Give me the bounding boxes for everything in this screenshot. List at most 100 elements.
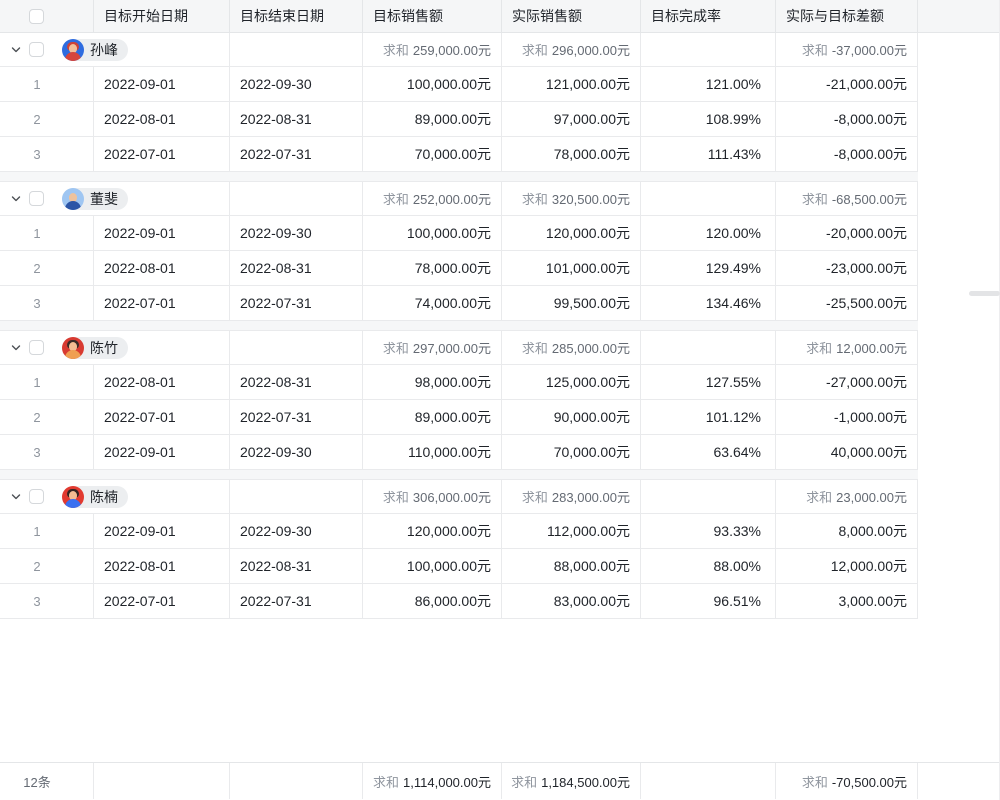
chevron-down-icon[interactable] (9, 43, 22, 56)
row-index-cell[interactable]: 3 (0, 435, 94, 469)
cell-target-sales[interactable]: 120,000.00元 (363, 514, 502, 548)
footer-sum-diff[interactable]: 求和 -70,500.00元 (776, 763, 918, 799)
group-select-checkbox[interactable] (29, 489, 44, 504)
cell-completion-rate[interactable]: 129.49% (641, 251, 776, 285)
cell-end-date[interactable]: 2022-08-31 (230, 549, 363, 583)
cell-start-date[interactable]: 2022-07-01 (94, 400, 230, 434)
cell-completion-rate[interactable]: 127.55% (641, 365, 776, 399)
column-header-start-date[interactable]: 目标开始日期 (94, 0, 230, 32)
cell-start-date[interactable]: 2022-09-01 (94, 435, 230, 469)
cell-start-date[interactable]: 2022-07-01 (94, 137, 230, 171)
table-row[interactable]: 3 2022-09-01 2022-09-30 110,000.00元 70,0… (0, 435, 918, 470)
cell-completion-rate[interactable]: 120.00% (641, 216, 776, 250)
group-select-checkbox[interactable] (29, 340, 44, 355)
cell-end-date[interactable]: 2022-08-31 (230, 365, 363, 399)
cell-target-sales[interactable]: 89,000.00元 (363, 400, 502, 434)
cell-target-sales[interactable]: 98,000.00元 (363, 365, 502, 399)
column-header-actual-sales[interactable]: 实际销售额 (502, 0, 641, 32)
row-index-cell[interactable]: 3 (0, 584, 94, 618)
cell-diff[interactable]: -8,000.00元 (776, 102, 918, 136)
cell-actual-sales[interactable]: 97,000.00元 (502, 102, 641, 136)
cell-completion-rate[interactable]: 111.43% (641, 137, 776, 171)
table-row[interactable]: 3 2022-07-01 2022-07-31 74,000.00元 99,50… (0, 286, 918, 321)
cell-actual-sales[interactable]: 125,000.00元 (502, 365, 641, 399)
table-row[interactable]: 3 2022-07-01 2022-07-31 86,000.00元 83,00… (0, 584, 918, 619)
cell-end-date[interactable]: 2022-09-30 (230, 67, 363, 101)
cell-target-sales[interactable]: 89,000.00元 (363, 102, 502, 136)
cell-target-sales[interactable]: 86,000.00元 (363, 584, 502, 618)
cell-start-date[interactable]: 2022-07-01 (94, 584, 230, 618)
footer-empty-cell[interactable] (230, 763, 363, 799)
cell-completion-rate[interactable]: 63.64% (641, 435, 776, 469)
table-row[interactable]: 2 2022-08-01 2022-08-31 89,000.00元 97,00… (0, 102, 918, 137)
column-header-end-date[interactable]: 目标结束日期 (230, 0, 363, 32)
cell-actual-sales[interactable]: 99,500.00元 (502, 286, 641, 320)
cell-target-sales[interactable]: 100,000.00元 (363, 216, 502, 250)
column-header-diff[interactable]: 实际与目标差额 (776, 0, 918, 32)
group-header-row[interactable]: 董斐 求和 252,000.00元 求和 320,500.00元 求和 -68,500… (0, 182, 918, 216)
cell-actual-sales[interactable]: 121,000.00元 (502, 67, 641, 101)
cell-start-date[interactable]: 2022-08-01 (94, 365, 230, 399)
cell-end-date[interactable]: 2022-08-31 (230, 102, 363, 136)
cell-start-date[interactable]: 2022-08-01 (94, 549, 230, 583)
row-index-cell[interactable]: 1 (0, 365, 94, 399)
cell-diff[interactable]: -1,000.00元 (776, 400, 918, 434)
cell-actual-sales[interactable]: 70,000.00元 (502, 435, 641, 469)
cell-diff[interactable]: -20,000.00元 (776, 216, 918, 250)
cell-actual-sales[interactable]: 112,000.00元 (502, 514, 641, 548)
cell-end-date[interactable]: 2022-09-30 (230, 435, 363, 469)
cell-actual-sales[interactable]: 90,000.00元 (502, 400, 641, 434)
cell-completion-rate[interactable]: 88.00% (641, 549, 776, 583)
group-select-checkbox[interactable] (29, 191, 44, 206)
row-index-cell[interactable]: 1 (0, 67, 94, 101)
row-index-cell[interactable]: 3 (0, 137, 94, 171)
cell-diff[interactable]: 12,000.00元 (776, 549, 918, 583)
cell-start-date[interactable]: 2022-09-01 (94, 514, 230, 548)
cell-completion-rate[interactable]: 96.51% (641, 584, 776, 618)
cell-completion-rate[interactable]: 101.12% (641, 400, 776, 434)
cell-end-date[interactable]: 2022-09-30 (230, 514, 363, 548)
cell-diff[interactable]: 8,000.00元 (776, 514, 918, 548)
cell-target-sales[interactable]: 70,000.00元 (363, 137, 502, 171)
cell-actual-sales[interactable]: 88,000.00元 (502, 549, 641, 583)
cell-target-sales[interactable]: 100,000.00元 (363, 549, 502, 583)
select-all-checkbox[interactable] (29, 8, 44, 24)
cell-target-sales[interactable]: 74,000.00元 (363, 286, 502, 320)
cell-actual-sales[interactable]: 101,000.00元 (502, 251, 641, 285)
row-index-cell[interactable]: 2 (0, 549, 94, 583)
cell-start-date[interactable]: 2022-07-01 (94, 286, 230, 320)
cell-target-sales[interactable]: 78,000.00元 (363, 251, 502, 285)
cell-start-date[interactable]: 2022-09-01 (94, 67, 230, 101)
row-index-cell[interactable]: 2 (0, 102, 94, 136)
chevron-down-icon[interactable] (9, 490, 22, 503)
table-row[interactable]: 2 2022-08-01 2022-08-31 78,000.00元 101,0… (0, 251, 918, 286)
cell-diff[interactable]: -21,000.00元 (776, 67, 918, 101)
footer-sum-target[interactable]: 求和 1,114,000.00元 (363, 763, 502, 799)
cell-end-date[interactable]: 2022-07-31 (230, 584, 363, 618)
footer-empty-cell[interactable] (94, 763, 230, 799)
cell-completion-rate[interactable]: 108.99% (641, 102, 776, 136)
cell-end-date[interactable]: 2022-09-30 (230, 216, 363, 250)
cell-start-date[interactable]: 2022-09-01 (94, 216, 230, 250)
table-row[interactable]: 1 2022-09-01 2022-09-30 120,000.00元 112,… (0, 514, 918, 549)
table-row[interactable]: 3 2022-07-01 2022-07-31 70,000.00元 78,00… (0, 137, 918, 172)
cell-actual-sales[interactable]: 83,000.00元 (502, 584, 641, 618)
cell-start-date[interactable]: 2022-08-01 (94, 102, 230, 136)
group-header-row[interactable]: 陈楠 求和 306,000.00元 求和 283,000.00元 求和 23,000.… (0, 480, 918, 514)
cell-completion-rate[interactable]: 134.46% (641, 286, 776, 320)
table-row[interactable]: 1 2022-08-01 2022-08-31 98,000.00元 125,0… (0, 365, 918, 400)
footer-empty-cell[interactable] (641, 763, 776, 799)
cell-actual-sales[interactable]: 78,000.00元 (502, 137, 641, 171)
row-index-cell[interactable]: 2 (0, 251, 94, 285)
cell-diff[interactable]: 3,000.00元 (776, 584, 918, 618)
table-row[interactable]: 2 2022-08-01 2022-08-31 100,000.00元 88,0… (0, 549, 918, 584)
chevron-down-icon[interactable] (9, 341, 22, 354)
cell-completion-rate[interactable]: 93.33% (641, 514, 776, 548)
scrollbar-thumb[interactable] (969, 291, 1000, 296)
group-header-row[interactable]: 孙峰 求和 259,000.00元 求和 296,000.00元 求和 -37,000… (0, 33, 918, 67)
cell-diff[interactable]: -23,000.00元 (776, 251, 918, 285)
cell-diff[interactable]: -8,000.00元 (776, 137, 918, 171)
cell-diff[interactable]: -27,000.00元 (776, 365, 918, 399)
cell-diff[interactable]: -25,500.00元 (776, 286, 918, 320)
table-row[interactable]: 1 2022-09-01 2022-09-30 100,000.00元 121,… (0, 67, 918, 102)
